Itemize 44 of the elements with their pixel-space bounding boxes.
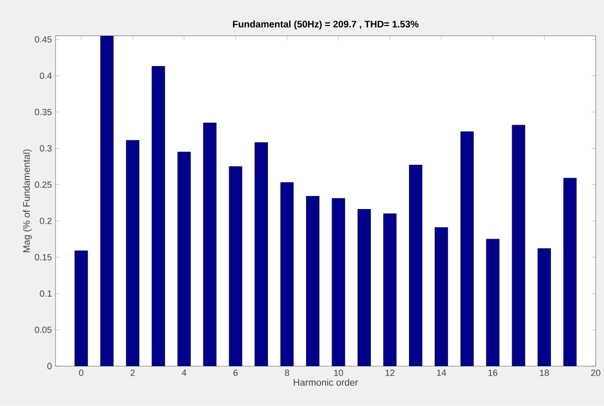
x-tick-label: 14 — [437, 370, 446, 376]
y-axis-title: Mag (% of Fundamental) — [22, 150, 32, 252]
bar — [228, 166, 242, 366]
x-tick-label: 12 — [386, 370, 394, 376]
y-tick-label: 0.15 — [34, 254, 52, 260]
bar — [563, 178, 577, 366]
x-tick-label: 4 — [182, 370, 186, 376]
bar — [74, 250, 88, 366]
bar — [409, 164, 422, 366]
y-tick-label: 0.25 — [34, 182, 52, 188]
x-tick-label: 2 — [130, 370, 135, 376]
bar — [486, 238, 500, 366]
x-tick-label: 0 — [79, 370, 84, 376]
x-tick-label: 20 — [591, 370, 600, 376]
y-tick-label: 0.4 — [40, 72, 52, 79]
y-tick-label: 0.3 — [40, 145, 52, 152]
bar — [512, 124, 526, 366]
bar — [177, 152, 191, 366]
x-tick-label: 6 — [234, 370, 238, 376]
x-tick-label: 8 — [284, 370, 290, 376]
bar — [358, 209, 371, 366]
y-tick-label: 0.05 — [34, 326, 52, 334]
bar — [254, 142, 268, 366]
bar — [538, 248, 551, 366]
chart-title: Fundamental (50Hz) = 209.7 , THD= 1.53% — [233, 20, 419, 30]
bar — [126, 140, 140, 366]
y-tick-label: 0.45 — [34, 36, 52, 43]
x-tick-label: 10 — [334, 370, 344, 376]
bar — [280, 182, 294, 366]
bar — [306, 196, 320, 366]
bar — [203, 122, 216, 366]
y-tick-label: 0.1 — [40, 290, 52, 297]
bar — [100, 36, 114, 366]
y-tick-label: 0.2 — [40, 218, 52, 224]
bar — [460, 131, 474, 366]
x-axis-title: Harmonic order — [294, 378, 358, 386]
x-tick-label: 16 — [488, 370, 498, 376]
bar — [332, 198, 346, 366]
y-tick-label: 0 — [47, 362, 52, 370]
y-tick-label: 0.35 — [34, 108, 52, 116]
bar — [383, 214, 397, 366]
bar — [434, 227, 448, 366]
bar — [152, 66, 166, 366]
x-tick-label: 18 — [540, 370, 549, 376]
